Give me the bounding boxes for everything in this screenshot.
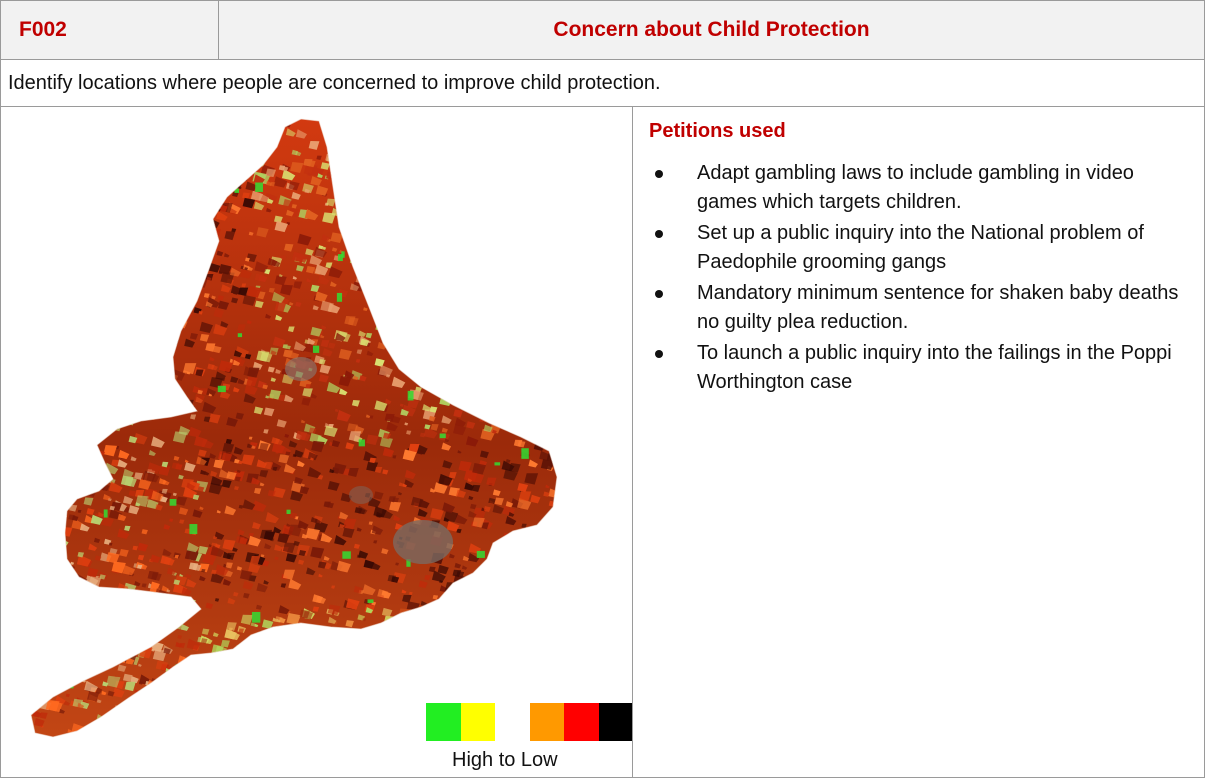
legend-swatch — [460, 703, 496, 741]
legend-label: High to Low — [452, 749, 558, 771]
legend-swatch — [564, 703, 599, 741]
bullet-icon — [655, 350, 663, 358]
coastline-outline — [30, 118, 558, 738]
bullet-icon — [655, 290, 663, 298]
description-text: Identify locations where people are conc… — [8, 71, 661, 94]
legend-swatch — [495, 703, 530, 741]
legend-swatches — [426, 703, 632, 741]
petition-text: Mandatory minimum sentence for shaken ba… — [697, 282, 1179, 333]
feature-code-cell: F002 — [0, 0, 219, 60]
petitions-heading: Petitions used — [649, 120, 786, 142]
map-cell: High to Low — [0, 106, 633, 778]
london-area — [393, 520, 453, 564]
petition-item: Adapt gambling laws to include gambling … — [649, 159, 1190, 217]
petition-list: Adapt gambling laws to include gambling … — [649, 159, 1190, 397]
legend-swatch — [598, 703, 632, 741]
bullet-icon — [655, 230, 663, 238]
petition-text: Set up a public inquiry into the Nationa… — [697, 222, 1144, 273]
feature-title-cell: Concern about Child Protection — [218, 0, 1205, 60]
legend-swatch — [426, 703, 461, 741]
petition-item: Mandatory minimum sentence for shaken ba… — [649, 279, 1190, 337]
bullet-icon — [655, 170, 663, 178]
map-legend: High to Low — [426, 703, 632, 771]
england-wales-heatmap — [30, 118, 558, 738]
petitions-cell: Petitions used Adapt gambling laws to in… — [632, 106, 1205, 778]
description-cell: Identify locations where people are conc… — [0, 59, 1205, 107]
map-regions — [31, 119, 557, 737]
petition-item: Set up a public inquiry into the Nationa… — [649, 219, 1190, 277]
feature-title: Concern about Child Protection — [553, 18, 870, 41]
legend-swatch — [529, 703, 565, 741]
petition-text: To launch a public inquiry into the fail… — [697, 342, 1172, 393]
petition-text: Adapt gambling laws to include gambling … — [697, 162, 1134, 213]
urban-area-north — [285, 357, 317, 381]
feature-code: F002 — [19, 18, 67, 41]
urban-area-midlands — [349, 486, 373, 504]
petition-item: To launch a public inquiry into the fail… — [649, 339, 1190, 397]
